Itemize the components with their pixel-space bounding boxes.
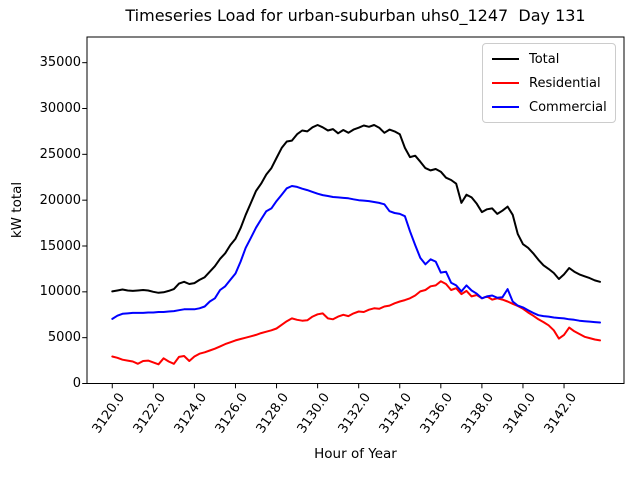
y-tick-label: 15000 [39, 238, 81, 254]
legend-item: Residential [483, 77, 615, 90]
x-axis-label: Hour of Year [314, 446, 397, 462]
y-tick-label: 20000 [39, 192, 81, 208]
y-tick-label: 35000 [39, 55, 81, 71]
legend-item: Commercial [483, 101, 615, 114]
legend-label: Residential [529, 75, 601, 91]
legend-label: Total [529, 51, 560, 67]
y-axis-label: kW total [9, 181, 25, 239]
legend-swatch [492, 82, 519, 84]
legend: Total Residential Commercial [482, 43, 616, 123]
chart-title: Timeseries Load for urban-suburban uhs0_… [125, 6, 586, 25]
legend-item: Total [483, 53, 615, 66]
y-tick-label: 25000 [39, 146, 81, 162]
legend-swatch [492, 106, 519, 108]
y-tick-label: 30000 [39, 101, 81, 116]
residential-line [111, 280, 601, 366]
y-tick-label: 10000 [39, 284, 81, 300]
total-line [111, 124, 601, 294]
plot-spines [86, 36, 625, 384]
commercial-line [111, 185, 601, 324]
legend-label: Commercial [529, 99, 607, 115]
y-tick-label: 5000 [47, 330, 81, 346]
legend-swatch [492, 58, 519, 60]
y-tick-label: 0 [72, 376, 81, 391]
